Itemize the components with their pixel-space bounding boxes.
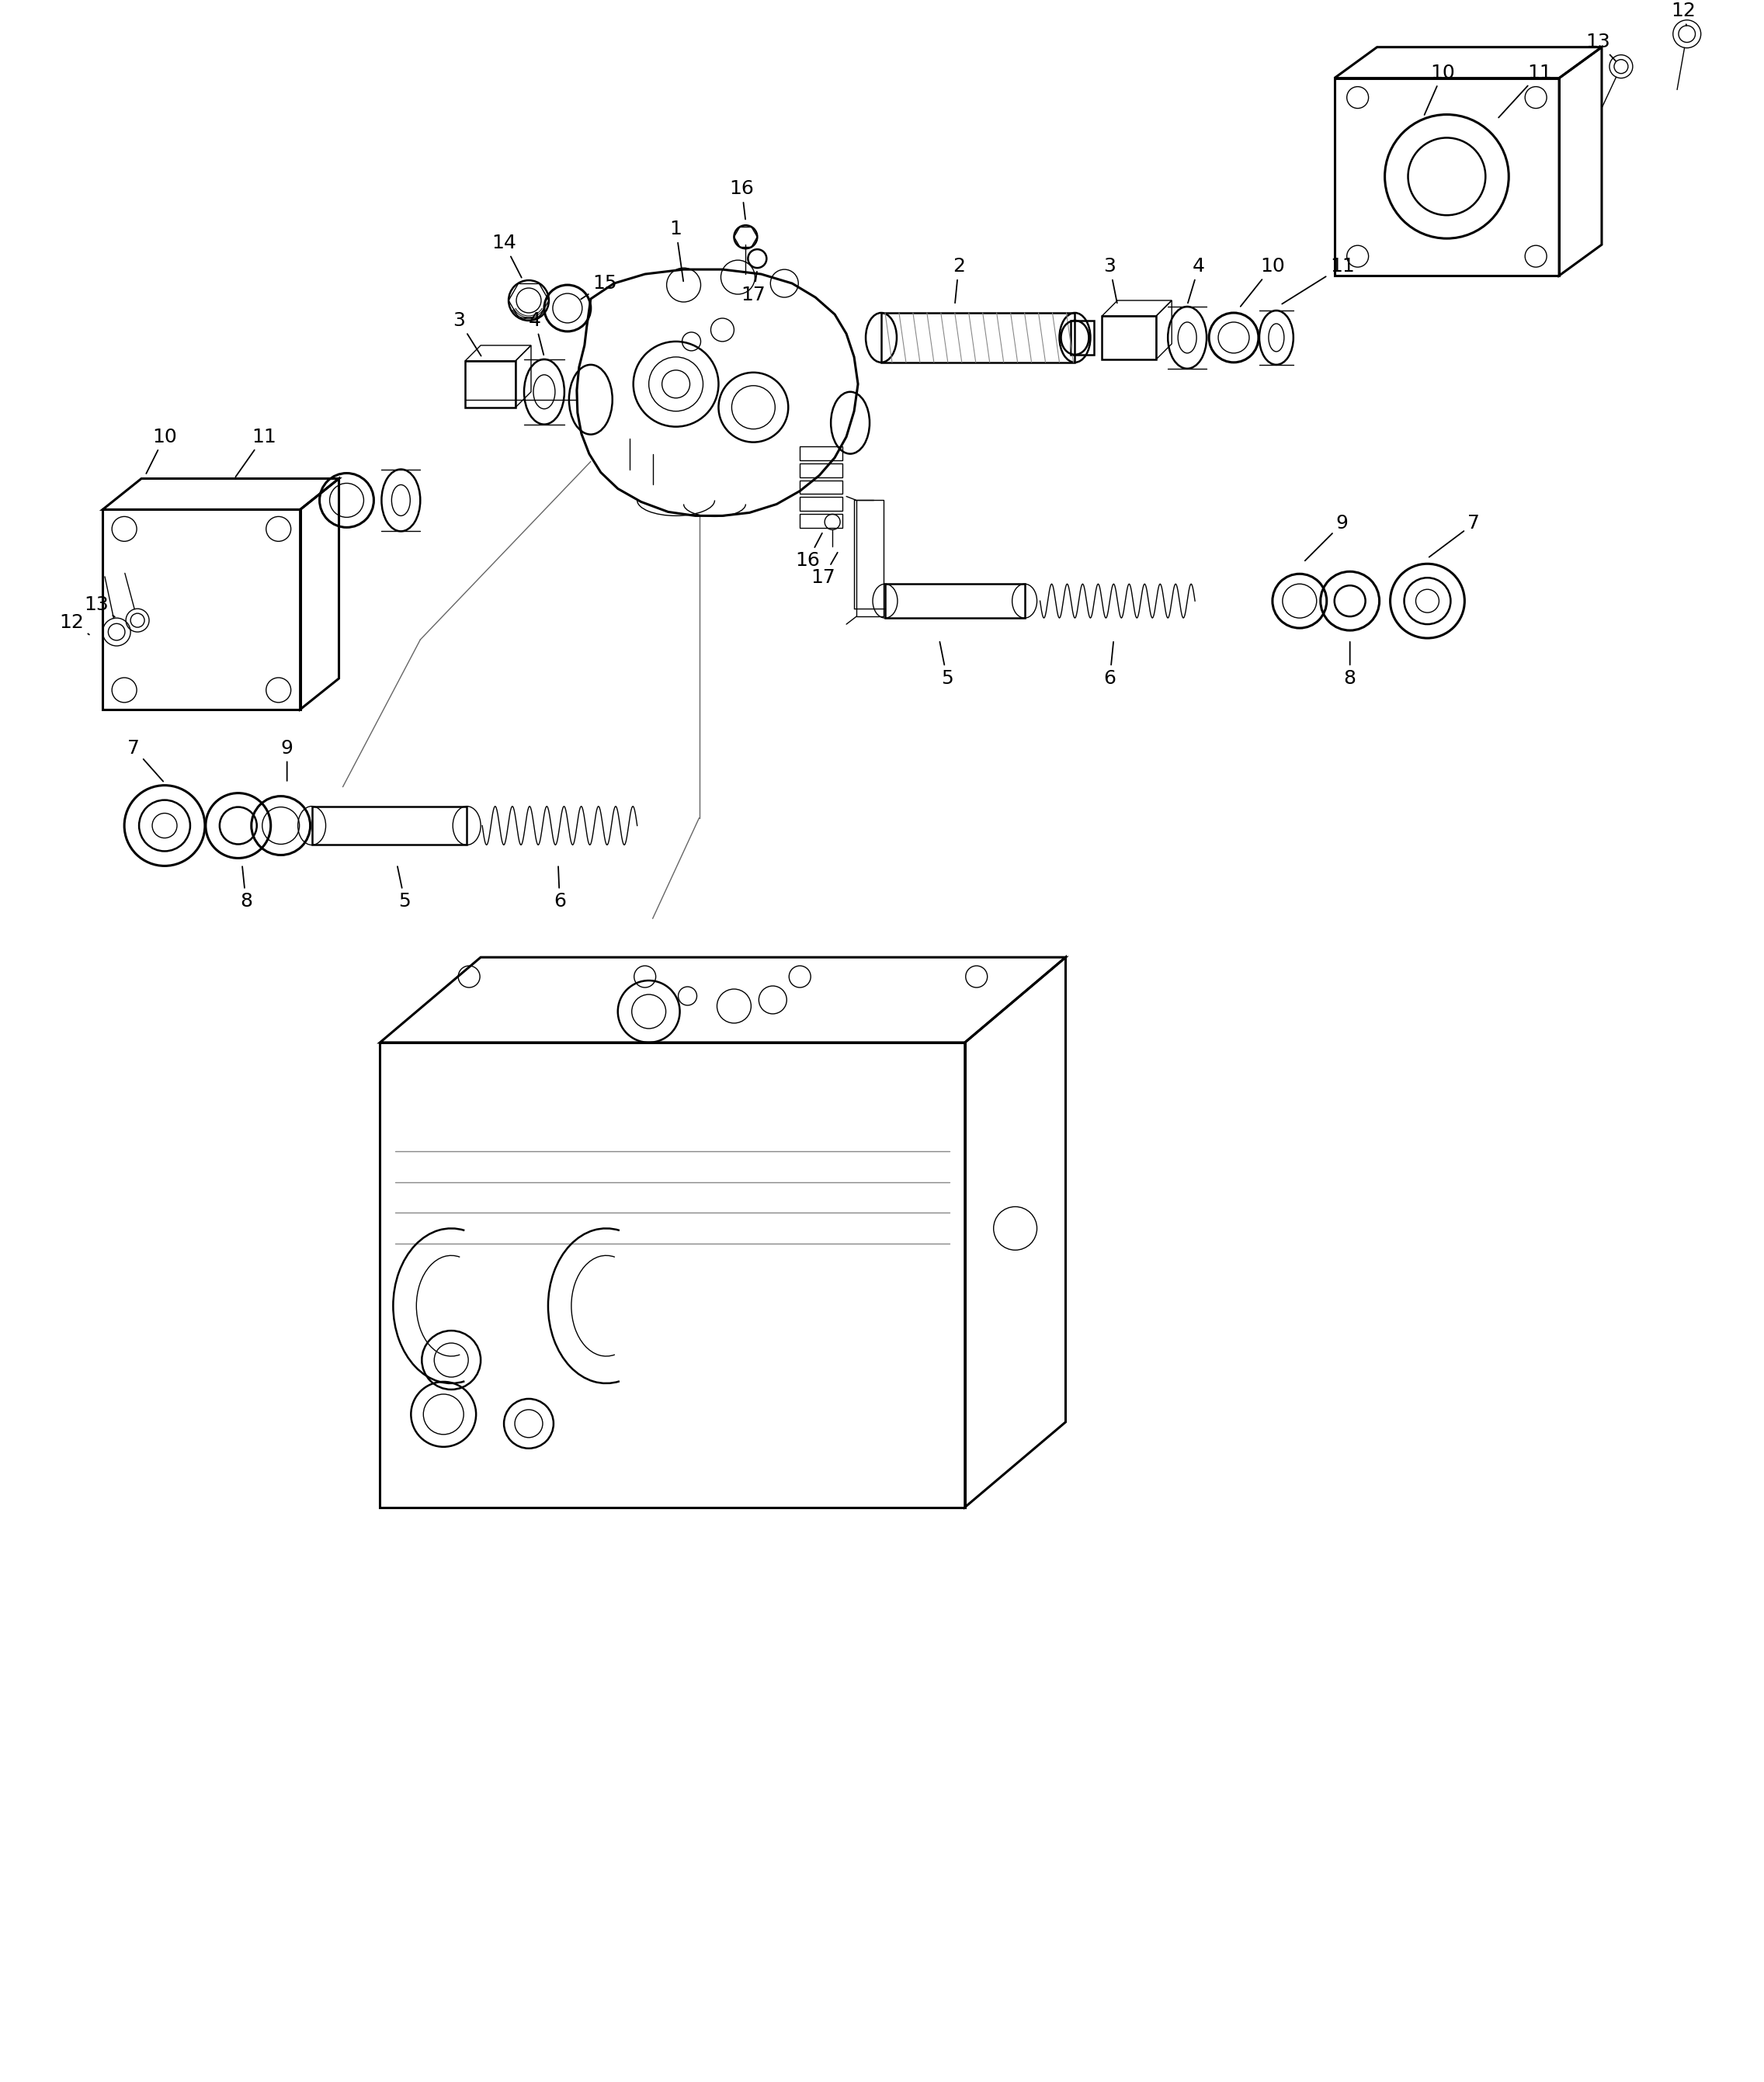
Text: 15: 15 (580, 275, 617, 300)
Bar (799, 446, 843, 460)
Text: 7: 7 (127, 739, 164, 781)
Text: 10: 10 (1240, 256, 1284, 306)
Bar (466, 360, 515, 408)
Text: 6: 6 (554, 866, 566, 910)
Text: 5: 5 (940, 641, 953, 687)
Text: 5: 5 (397, 866, 411, 910)
Text: 2: 2 (953, 256, 965, 304)
Bar (857, 500, 884, 616)
Text: 3: 3 (1104, 256, 1117, 304)
Text: 17: 17 (811, 552, 838, 587)
Text: 10: 10 (1424, 62, 1455, 115)
Text: 14: 14 (492, 233, 522, 277)
Bar (102, 510, 300, 710)
Text: 10: 10 (146, 427, 176, 473)
Bar (1071, 321, 1094, 354)
Text: 13: 13 (1586, 33, 1616, 60)
Text: 4: 4 (1187, 256, 1205, 304)
Text: 12: 12 (1671, 2, 1695, 25)
Text: 3: 3 (453, 310, 482, 356)
Bar (882, 312, 1074, 362)
Text: 8: 8 (1344, 641, 1357, 687)
Text: 16: 16 (729, 179, 755, 219)
Bar (799, 462, 843, 477)
Text: 8: 8 (240, 866, 252, 910)
Text: 6: 6 (1104, 641, 1117, 687)
Text: 11: 11 (1499, 62, 1552, 117)
Bar (799, 514, 843, 529)
Text: 1: 1 (670, 221, 683, 281)
Bar (1102, 316, 1155, 360)
Text: 7: 7 (1429, 514, 1480, 558)
Text: 16: 16 (796, 533, 822, 570)
Bar (1334, 79, 1559, 275)
Bar (799, 498, 843, 510)
Text: 11: 11 (1282, 256, 1355, 304)
Bar (379, 1043, 965, 1507)
Text: 13: 13 (85, 595, 115, 616)
Text: 11: 11 (236, 427, 277, 477)
Bar (312, 806, 467, 845)
Bar (886, 583, 1025, 618)
Text: 12: 12 (60, 614, 90, 635)
Text: 17: 17 (741, 271, 766, 304)
Text: 9: 9 (1305, 514, 1348, 560)
Text: 4: 4 (529, 310, 543, 354)
Text: 9: 9 (280, 739, 293, 781)
Bar (799, 481, 843, 493)
